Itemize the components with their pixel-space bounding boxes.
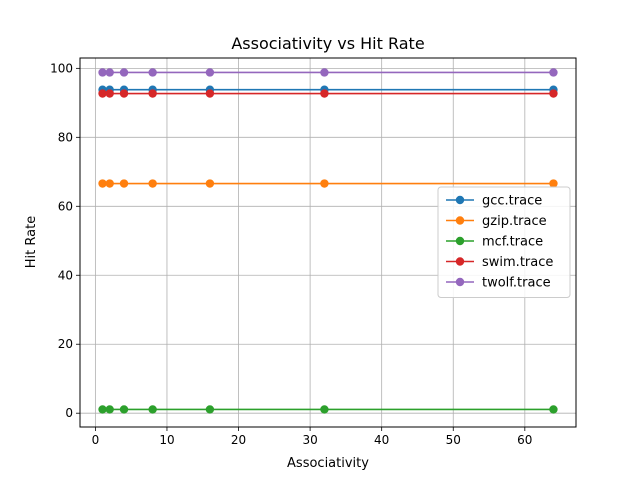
x-tick-label: 50 xyxy=(446,433,461,447)
data-point xyxy=(148,405,157,414)
legend-swatch-marker xyxy=(455,236,465,246)
legend-swatch-marker xyxy=(455,195,465,205)
data-point xyxy=(320,405,329,414)
legend-entry-label: gzip.trace xyxy=(482,214,547,229)
data-point xyxy=(98,68,107,77)
data-point xyxy=(105,405,114,414)
data-point xyxy=(549,89,558,98)
data-point xyxy=(320,179,329,188)
x-tick-label: 20 xyxy=(231,433,246,447)
data-point xyxy=(105,68,114,77)
data-point xyxy=(205,68,215,77)
data-point xyxy=(98,405,107,414)
data-point xyxy=(119,179,129,188)
legend-swatch-marker xyxy=(455,277,465,287)
series-points xyxy=(98,68,558,414)
data-point xyxy=(148,68,157,77)
legend-entry-label: mcf.trace xyxy=(482,235,543,250)
data-point xyxy=(119,68,129,77)
y-axis-ticks: 0 20 40 60 80 100 xyxy=(50,61,80,420)
legend-entry-label: swim.trace xyxy=(482,255,553,270)
data-point xyxy=(549,405,558,414)
y-axis-label: Hit Rate xyxy=(24,216,39,268)
data-point xyxy=(148,179,157,188)
data-point xyxy=(105,179,114,188)
data-point xyxy=(320,68,329,77)
data-point xyxy=(98,89,107,98)
legend-entry-label: gcc.trace xyxy=(482,194,542,209)
x-tick-label: 0 xyxy=(92,433,100,447)
legend-swatch-marker xyxy=(455,257,465,266)
x-axis-label: Associativity xyxy=(287,456,369,471)
x-axis-ticks: 0 10 20 30 40 50 60 xyxy=(92,427,532,447)
plot-frame xyxy=(79,57,577,428)
y-tick-label: 0 xyxy=(65,406,73,420)
y-tick-label: 80 xyxy=(58,130,73,144)
data-point xyxy=(98,179,107,188)
y-tick-label: 60 xyxy=(58,199,73,213)
data-point xyxy=(105,89,114,98)
data-point xyxy=(320,89,329,98)
x-tick-label: 10 xyxy=(159,433,174,447)
legend-box xyxy=(437,186,571,298)
x-tick-label: 30 xyxy=(302,433,317,447)
y-tick-label: 100 xyxy=(50,61,73,75)
data-point xyxy=(205,405,215,414)
legend-entry-label: twolf.trace xyxy=(482,276,551,291)
data-point xyxy=(205,89,215,98)
data-point xyxy=(549,179,558,188)
chart-title: Associativity vs Hit Rate xyxy=(231,34,424,53)
y-tick-label: 40 xyxy=(58,268,73,282)
x-tick-label: 40 xyxy=(374,433,389,447)
legend-swatch-marker xyxy=(455,216,465,225)
legend: gcc.trace gzip.trace mcf.trace swim.trace tw… xyxy=(437,186,571,298)
data-point xyxy=(205,179,215,188)
data-point xyxy=(119,89,129,98)
data-point xyxy=(148,89,157,98)
data-point xyxy=(549,68,558,77)
x-tick-label: 60 xyxy=(517,433,532,447)
data-point xyxy=(119,405,129,414)
y-tick-label: 20 xyxy=(58,337,73,351)
